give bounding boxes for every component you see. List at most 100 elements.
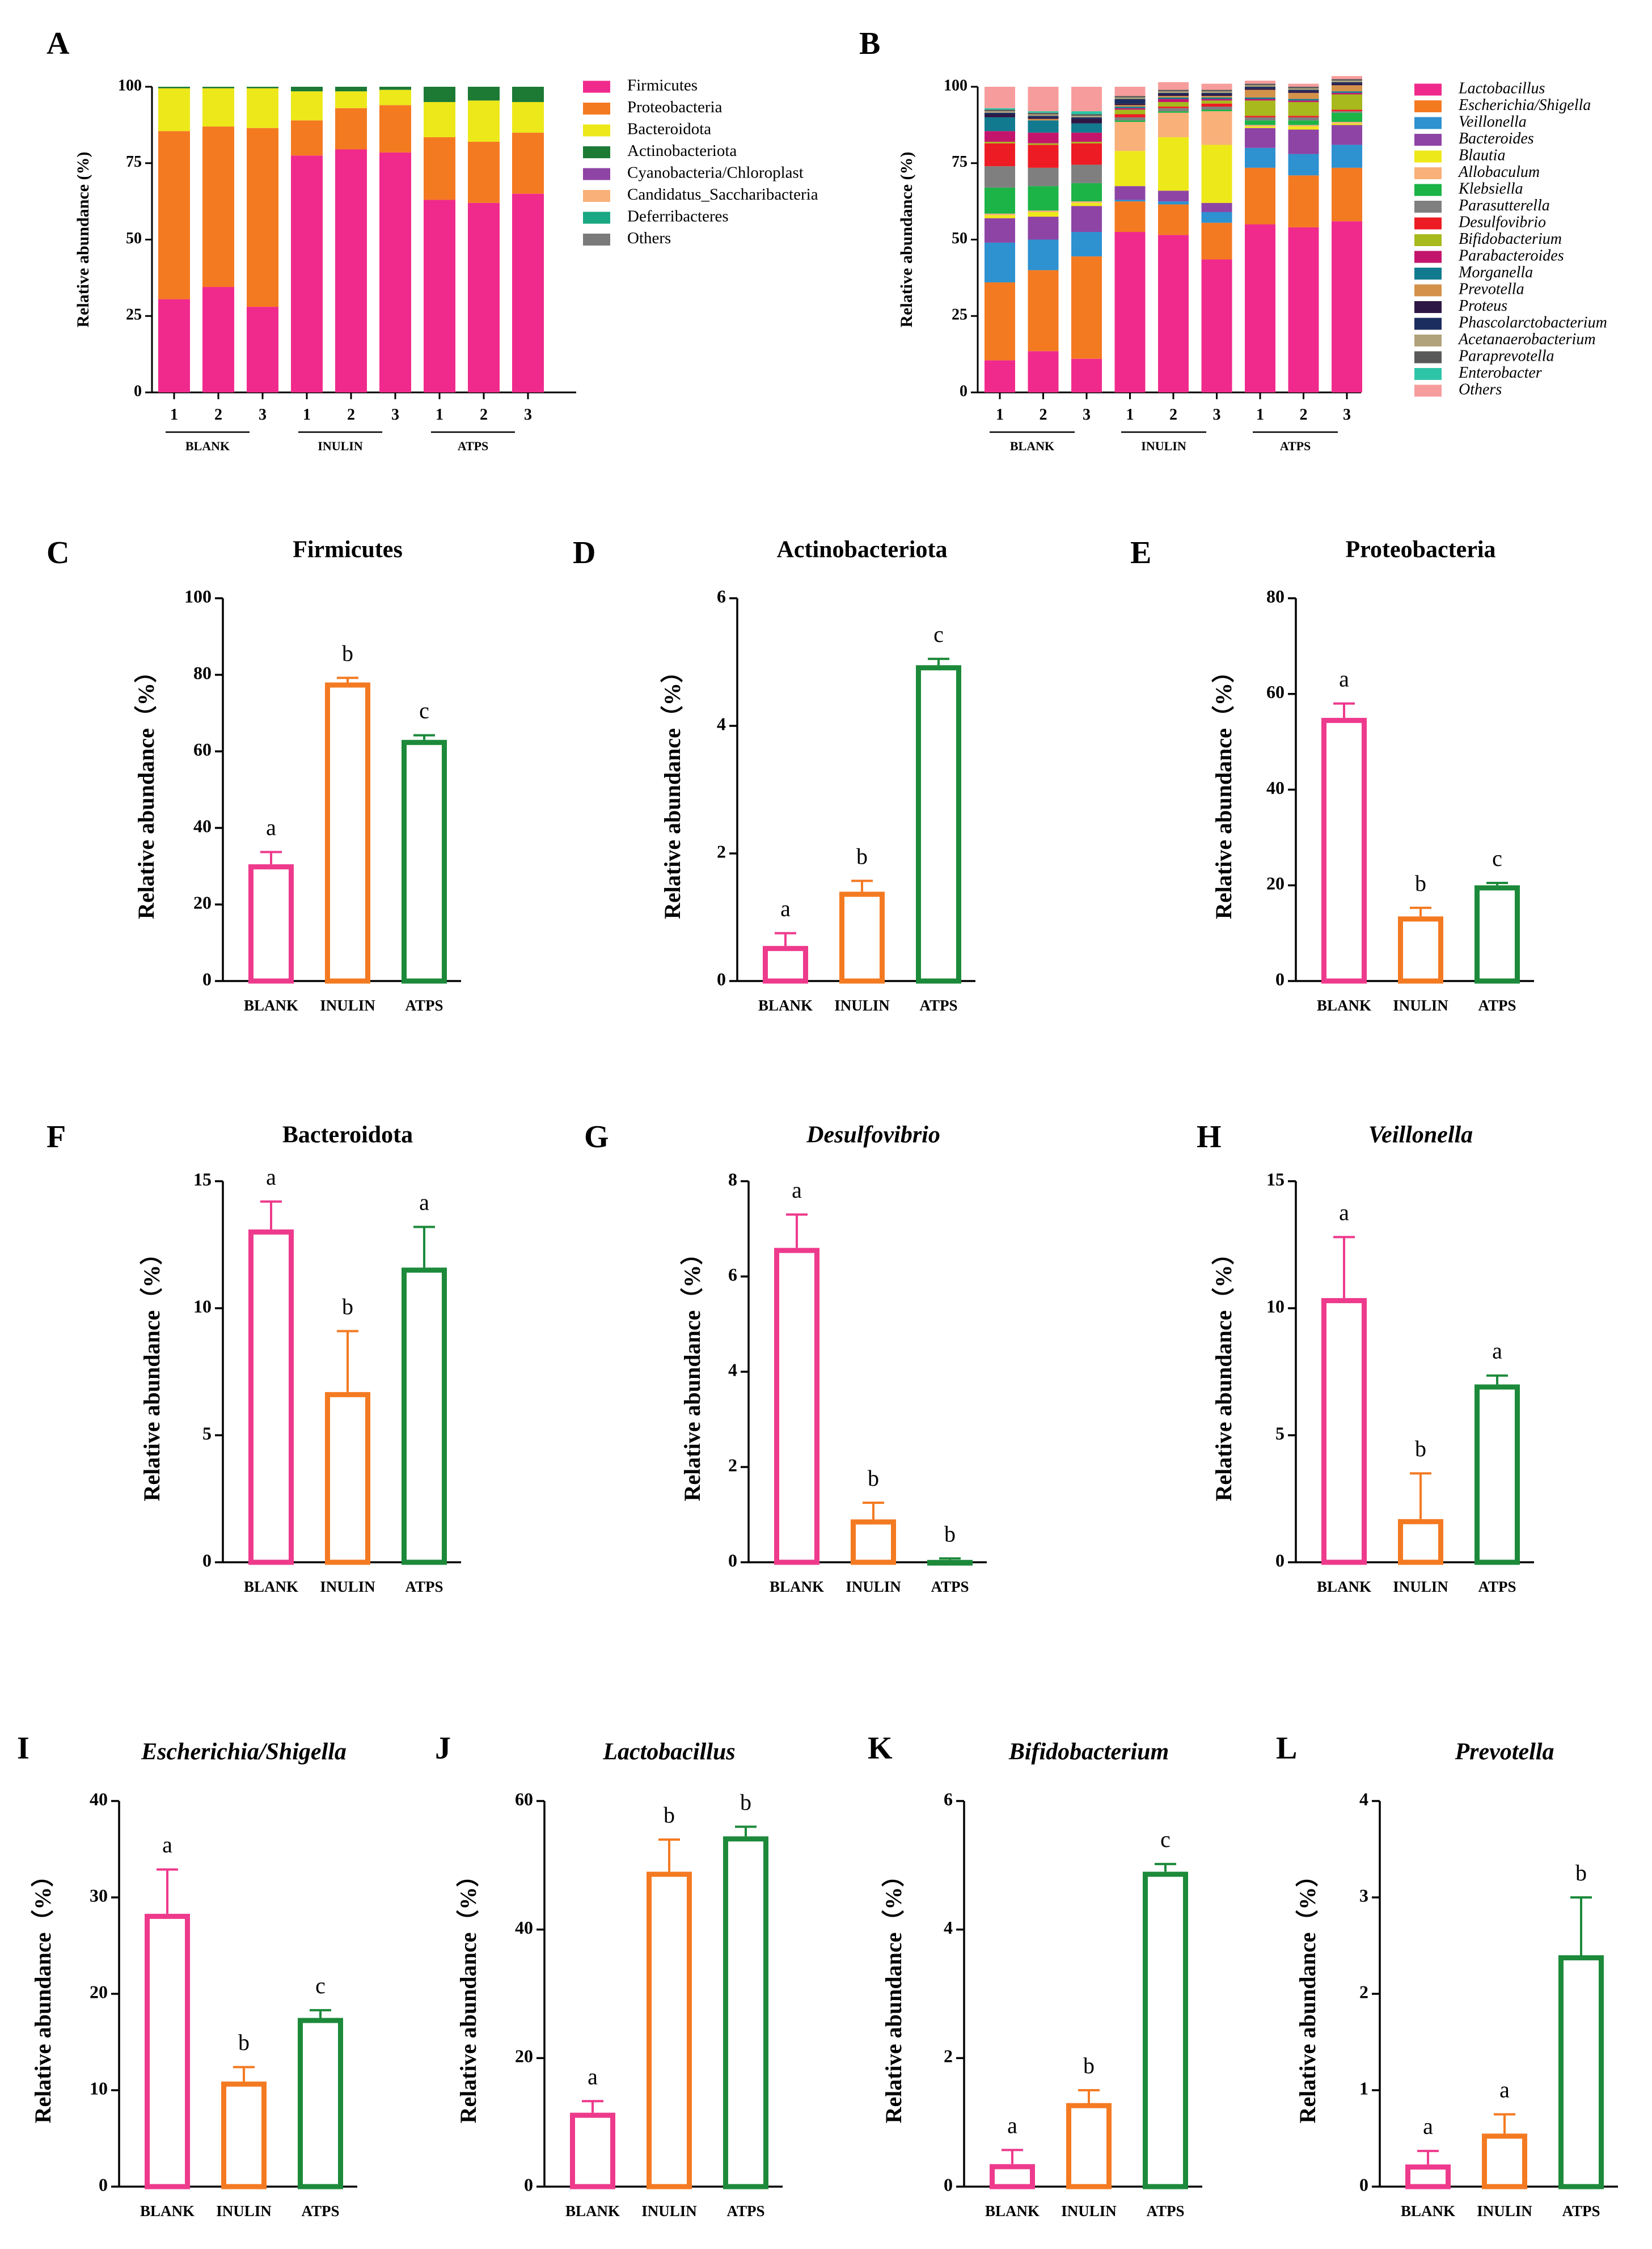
panel-j-bar-atps xyxy=(723,1836,768,2189)
panel-b-legend-entry-11: Morganella xyxy=(1458,264,1533,281)
panel-b-bar-1-seg-10 xyxy=(985,131,1015,142)
panel-b-bar-9-seg-13 xyxy=(1332,83,1362,86)
panel-b-bar-9-seg-0 xyxy=(1332,221,1362,392)
panel-b-legend-swatch-1 xyxy=(1414,100,1442,112)
panel-l-title: Prevotella xyxy=(1455,1739,1554,1765)
panel-b-group-label-2: ATPS xyxy=(1280,439,1311,453)
panel-b-bar-3-seg-11 xyxy=(1071,123,1102,133)
panel-b-bar-1-seg-15 xyxy=(985,111,1015,113)
panel-b-bar-6-seg-15 xyxy=(1201,91,1232,93)
panel-i-title: Escherichia/Shigella xyxy=(141,1739,347,1765)
panel-a-y-tick-label-2: 50 xyxy=(126,230,142,247)
panel-b-legend-swatch-14 xyxy=(1414,318,1442,330)
panel-a-bar-9-seg-0 xyxy=(512,193,544,392)
panel-b-legend-swatch-16 xyxy=(1414,351,1442,363)
panel-g-title: Desulfovibrio xyxy=(806,1122,940,1148)
panel-i-x-tick-label-atps: ATPS xyxy=(301,2203,339,2220)
panel-b-bar-4-seg-13 xyxy=(1114,103,1146,105)
panel-b-bar-2-seg-1 xyxy=(1028,270,1059,352)
panel-k-bar-inulin xyxy=(1066,2103,1112,2189)
panel-h-y-axis-label: Relative abundance（%） xyxy=(1211,1242,1236,1502)
panel-b-bar-3-seg-7 xyxy=(1071,164,1102,183)
panel-b-legend-swatch-7 xyxy=(1414,201,1442,213)
panel-e-bar-blank xyxy=(1321,717,1367,984)
panel-d-sig-letter-blank: a xyxy=(780,896,791,921)
panel-b-bar-4-seg-15 xyxy=(1114,97,1146,99)
panel-f-y-tick-label-3: 15 xyxy=(193,1169,212,1189)
panel-b-bar-8-seg-10 xyxy=(1288,100,1319,102)
panel-a-legend-entry-6: Deferribacteres xyxy=(627,208,729,226)
panel-i-y-tick-label-2: 20 xyxy=(90,1981,108,2002)
panel-b-bar-4-seg-1 xyxy=(1114,201,1146,232)
panel-j-sig-letter-inulin: b xyxy=(664,1802,675,1828)
panel-g-y-tick-label-4: 8 xyxy=(728,1169,737,1189)
panel-f-bar-inulin xyxy=(325,1392,370,1565)
panel-a-bar-1-seg-1 xyxy=(158,131,190,299)
panel-b-bar-2-seg-16 xyxy=(1028,112,1059,115)
panel-b-bar-1-seg-8 xyxy=(985,143,1015,167)
panel-a-bar-4-seg-3 xyxy=(291,87,323,92)
panel-i-y-tick-label-1: 10 xyxy=(90,2078,108,2098)
panel-i-sig-letter-inulin: b xyxy=(238,2030,250,2055)
panel-e-x-tick-label-atps: ATPS xyxy=(1478,997,1516,1014)
panel-e-y-tick-label-0: 0 xyxy=(1275,969,1285,989)
panel-e-sig-letter-blank: a xyxy=(1339,666,1349,692)
panel-a-bar-2-seg-1 xyxy=(202,126,234,288)
panel-a-bar-1-seg-2 xyxy=(158,88,190,132)
panel-b-bar-5-seg-14 xyxy=(1158,92,1189,95)
panel-g-bar-inulin xyxy=(851,1519,896,1565)
panel-b-bar-6-seg-1 xyxy=(1201,222,1232,260)
panel-b-bar-8-seg-0 xyxy=(1288,227,1319,392)
panel-b-bar-5-seg-10 xyxy=(1158,99,1189,102)
panel-b-legend-swatch-15 xyxy=(1414,335,1442,346)
panel-d-y-tick-label-2: 4 xyxy=(717,713,726,734)
panel-a-bar-8-seg-3 xyxy=(468,87,500,101)
panel-g-bar-atps xyxy=(927,1559,973,1566)
panel-b-bar-7-seg-5 xyxy=(1245,125,1275,127)
panel-b-bar-2-seg-11 xyxy=(1028,120,1059,133)
panel-b-bar-2-seg-10 xyxy=(1028,132,1059,143)
panel-b-bar-5-seg-0 xyxy=(1158,235,1189,392)
panel-f-y-tick-label-1: 5 xyxy=(202,1423,212,1443)
panel-c-x-tick-label-blank: BLANK xyxy=(244,997,298,1014)
panel-b-bar-5-seg-13 xyxy=(1158,94,1189,96)
panel-b-bar-6-seg-0 xyxy=(1201,259,1232,392)
panel-b-bar-6-seg-6 xyxy=(1201,109,1232,112)
panel-b-bar-9-seg-6 xyxy=(1332,112,1362,122)
panel-b-bar-6-seg-14 xyxy=(1201,92,1232,95)
panel-a-x-tick-label-0: 1 xyxy=(170,406,178,424)
panel-b-bar-9-seg-10 xyxy=(1332,92,1362,95)
panel-l-y-tick-label-4: 4 xyxy=(1359,1789,1368,1809)
panel-b-bar-2-seg-0 xyxy=(1028,351,1059,392)
panel-b-bar-8-seg-5 xyxy=(1288,125,1319,127)
panel-b-bar-7-seg-1 xyxy=(1245,167,1275,225)
panel-b-legend-swatch-18 xyxy=(1414,384,1442,397)
panel-h-label: H xyxy=(1197,1119,1222,1155)
panel-h-x-tick-label-blank: BLANK xyxy=(1317,1578,1371,1595)
panel-b-bar-6-seg-11 xyxy=(1201,97,1232,99)
panel-e-bar-atps xyxy=(1474,885,1520,984)
panel-b-label: B xyxy=(859,26,880,61)
panel-f-sig-letter-inulin: b xyxy=(342,1293,353,1319)
panel-b-bar-4-seg-11 xyxy=(1114,107,1146,108)
panel-b-legend-swatch-4 xyxy=(1414,150,1442,163)
panel-b-bar-4-seg-18 xyxy=(1114,87,1146,96)
panel-a-bar-8-seg-0 xyxy=(468,202,500,392)
panel-l-y-axis-label: Relative abundance（%） xyxy=(1295,1865,1320,2124)
panel-b-bar-5-seg-6 xyxy=(1158,111,1189,113)
panel-a-y-axis-label: Relative abundance (%) xyxy=(74,152,92,328)
panel-b-x-tick-label-2: 3 xyxy=(1083,406,1091,424)
panel-c-title: Firmicutes xyxy=(293,537,403,563)
panel-c-y-tick-label-4: 80 xyxy=(193,662,212,683)
panel-b-bar-9-seg-1 xyxy=(1332,167,1362,222)
panel-h-y-tick-label-2: 10 xyxy=(1266,1296,1285,1316)
panel-j-x-tick-label-blank: BLANK xyxy=(565,2203,620,2220)
panel-b-legend-entry-4: Blautia xyxy=(1459,146,1505,164)
panel-k: K Bifidobacterium 0 2 4 6 Relative abundance（%… xyxy=(868,1731,1202,2220)
panel-d-sig-letter-atps: c xyxy=(933,622,944,647)
panel-h-sig-letter-atps: a xyxy=(1492,1338,1502,1364)
panel-b-x-tick-label-7: 2 xyxy=(1300,406,1308,424)
panel-b-bar-3-seg-16 xyxy=(1071,114,1102,116)
panel-d-sig-letter-inulin: b xyxy=(856,843,868,869)
panel-b-bar-2-seg-6 xyxy=(1028,186,1059,211)
